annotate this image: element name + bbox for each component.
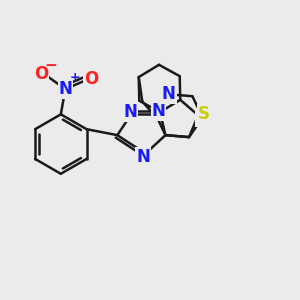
Text: N: N (58, 80, 72, 98)
Text: S: S (197, 105, 209, 123)
Text: N: N (196, 109, 209, 127)
Text: O: O (84, 70, 99, 88)
Text: O: O (34, 65, 48, 83)
Text: +: + (70, 71, 80, 84)
Text: −: − (45, 58, 57, 74)
Text: N: N (123, 103, 137, 121)
Text: N: N (152, 102, 165, 120)
Text: N: N (162, 85, 176, 103)
Text: N: N (136, 148, 150, 166)
